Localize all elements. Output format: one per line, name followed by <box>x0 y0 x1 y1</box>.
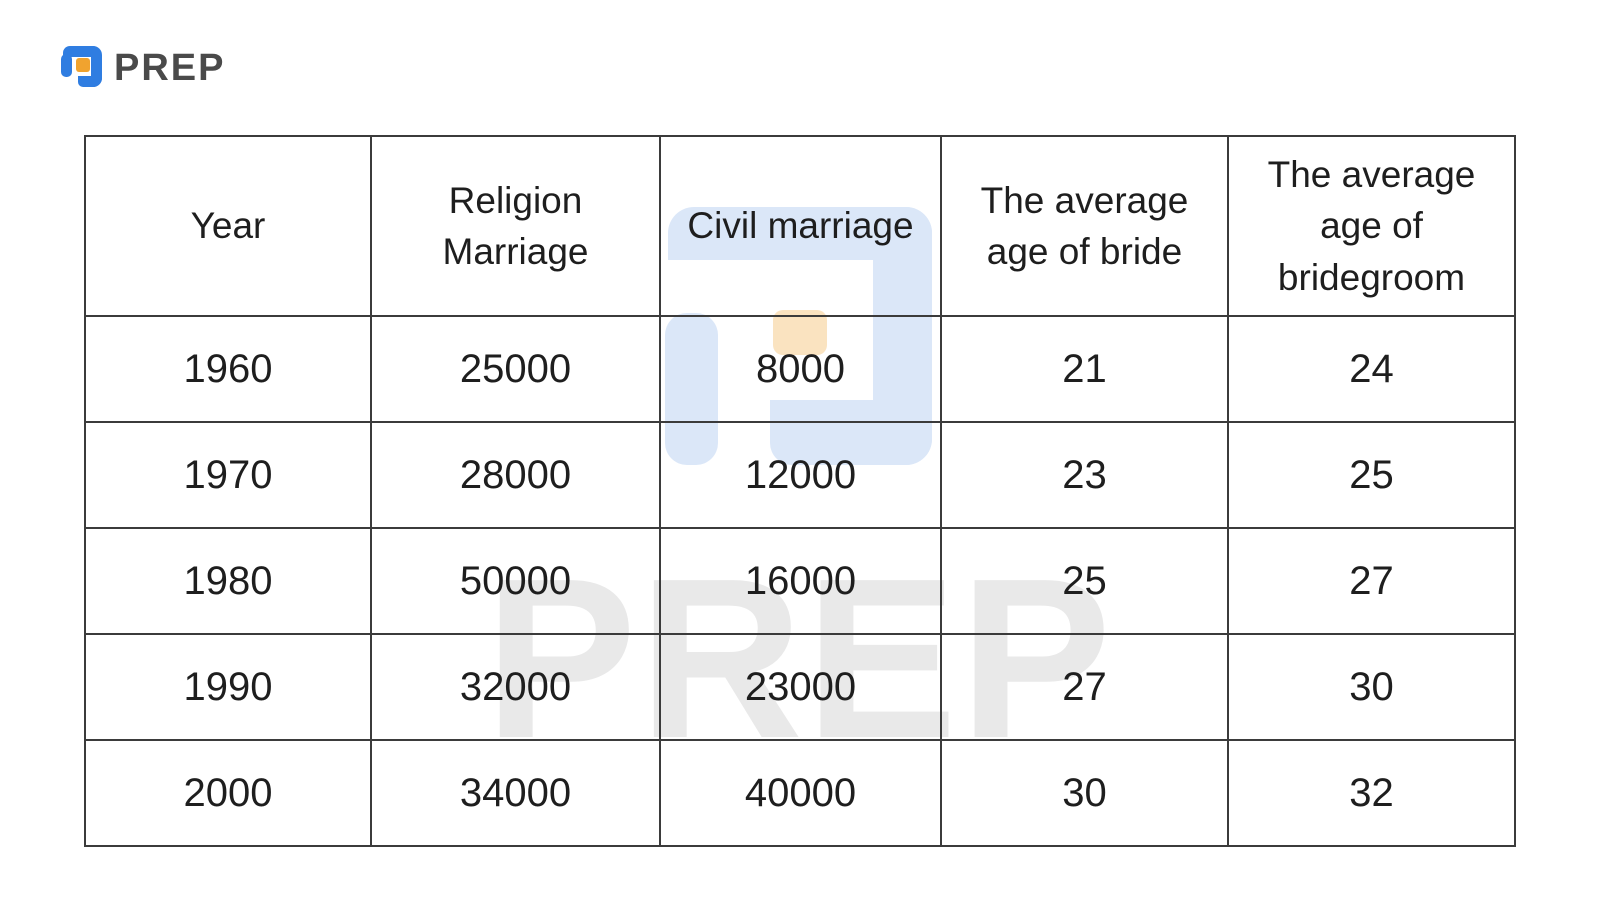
cell-religion: 32000 <box>370 633 661 741</box>
cell-civil: 23000 <box>659 633 942 741</box>
cell-groom: 24 <box>1227 315 1516 423</box>
cell-civil: 12000 <box>659 421 942 529</box>
cell-groom: 27 <box>1227 527 1516 635</box>
cell-bride: 30 <box>940 739 1229 847</box>
cell-bride: 21 <box>940 315 1229 423</box>
header-row: Year Religion Marriage Civil marriage Th… <box>84 135 1516 317</box>
logo-shape-left <box>61 54 72 77</box>
cell-groom: 25 <box>1227 421 1516 529</box>
cell-year: 1970 <box>84 421 372 529</box>
header-religion-marriage: Religion Marriage <box>370 135 661 317</box>
header-avg-age-bride: The average age of bride <box>940 135 1229 317</box>
marriage-table: Year Religion Marriage Civil marriage Th… <box>84 135 1516 847</box>
cell-groom: 30 <box>1227 633 1516 741</box>
logo-orange-square <box>76 58 90 72</box>
table-row: 1970 28000 12000 23 25 <box>84 421 1516 529</box>
header-avg-age-bridegroom: The average age of bridegroom <box>1227 135 1516 317</box>
cell-civil: 40000 <box>659 739 942 847</box>
header-year: Year <box>84 135 372 317</box>
cell-year: 1960 <box>84 315 372 423</box>
cell-bride: 23 <box>940 421 1229 529</box>
cell-bride: 25 <box>940 527 1229 635</box>
cell-religion: 28000 <box>370 421 661 529</box>
cell-civil: 16000 <box>659 527 942 635</box>
table-row: 1990 32000 23000 27 30 <box>84 633 1516 741</box>
cell-religion: 25000 <box>370 315 661 423</box>
table-row: 2000 34000 40000 30 32 <box>84 739 1516 847</box>
table-body: 1960 25000 8000 21 24 1970 28000 12000 2… <box>84 315 1516 847</box>
cell-year: 1980 <box>84 527 372 635</box>
logo-shape-bottom <box>78 76 102 87</box>
cell-religion: 34000 <box>370 739 661 847</box>
cell-civil: 8000 <box>659 315 942 423</box>
table-header: Year Religion Marriage Civil marriage Th… <box>84 135 1516 317</box>
header-civil-marriage: Civil marriage <box>659 135 942 317</box>
table-row: 1960 25000 8000 21 24 <box>84 315 1516 423</box>
brand-name: PREP <box>114 47 226 89</box>
prep-logo-icon <box>61 45 102 87</box>
cell-groom: 32 <box>1227 739 1516 847</box>
cell-year: 1990 <box>84 633 372 741</box>
table-row: 1980 50000 16000 25 27 <box>84 527 1516 635</box>
logo-shape-right <box>91 46 102 87</box>
logo-shape-top <box>63 46 101 57</box>
cell-bride: 27 <box>940 633 1229 741</box>
cell-religion: 50000 <box>370 527 661 635</box>
cell-year: 2000 <box>84 739 372 847</box>
marriage-table-container: Year Religion Marriage Civil marriage Th… <box>84 135 1516 847</box>
